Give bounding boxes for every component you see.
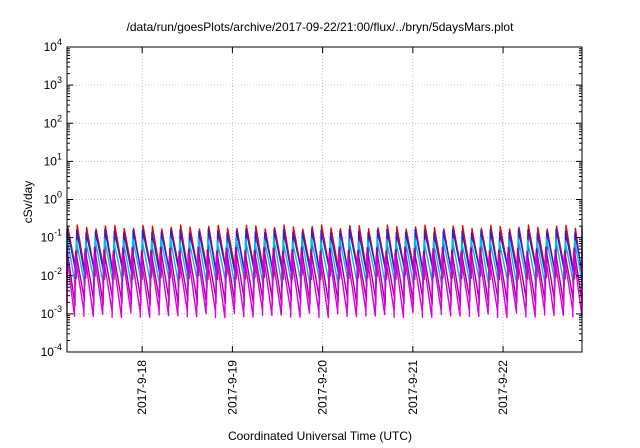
y-tick-label: 10-1 (41, 228, 62, 245)
y-tick-label: 103 (44, 75, 62, 92)
x-tick-label: 2017-9-21 (406, 360, 420, 415)
y-axis-ticks: 10-4 10-3 10-2 10-1 100 101 102 103 104 (41, 37, 582, 359)
y-tick-label: 10-3 (41, 304, 62, 321)
grid-lines (67, 47, 582, 352)
x-tick-label: 2017-9-19 (225, 360, 239, 415)
y-tick-label: 101 (44, 151, 62, 168)
series-line (66, 252, 583, 319)
chart-title: /data/run/goesPlots/archive/2017-09-22/2… (126, 20, 514, 34)
y-tick-label: 100 (44, 190, 62, 207)
x-axis-label: Coordinated Universal Time (UTC) (227, 429, 413, 443)
y-tick-label: 10-2 (41, 266, 62, 283)
x-axis-ticks: 2017-9-18 2017-9-19 2017-9-20 2017-9-21 2017… (135, 47, 510, 415)
y-tick-label: 102 (44, 113, 62, 130)
x-tick-label: 2017-9-18 (135, 360, 149, 415)
y-axis-label: cSv/day (21, 180, 35, 224)
y-tick-label: 104 (44, 37, 62, 54)
y-tick-label: 10-4 (41, 342, 62, 359)
x-tick-label: 2017-9-20 (316, 360, 330, 415)
x-tick-label: 2017-9-22 (496, 360, 510, 415)
series-lines (66, 224, 583, 319)
